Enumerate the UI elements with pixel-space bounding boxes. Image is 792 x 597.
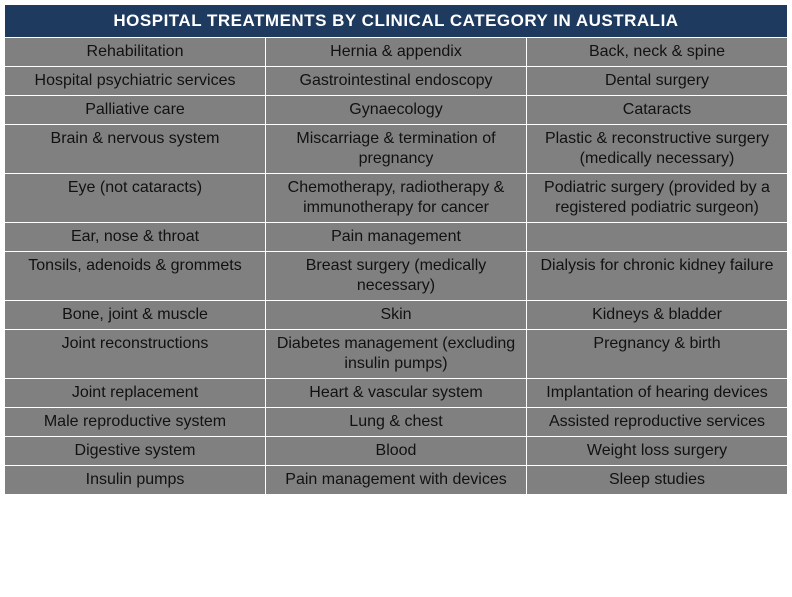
- table-cell: Digestive system: [5, 437, 266, 466]
- table-cell: Blood: [266, 437, 527, 466]
- table-body: RehabilitationHernia & appendixBack, nec…: [5, 38, 788, 495]
- table-cell: Palliative care: [5, 96, 266, 125]
- table-cell: Pain management with devices: [266, 466, 527, 495]
- table-cell: Cataracts: [527, 96, 788, 125]
- table-cell: Podiatric surgery (provided by a registe…: [527, 174, 788, 223]
- table-cell: Tonsils, adenoids & grommets: [5, 252, 266, 301]
- table-title: HOSPITAL TREATMENTS BY CLINICAL CATEGORY…: [5, 5, 788, 38]
- table-cell: Brain & nervous system: [5, 125, 266, 174]
- table-row: Tonsils, adenoids & grommetsBreast surge…: [5, 252, 788, 301]
- table-row: Joint replacementHeart & vascular system…: [5, 379, 788, 408]
- table-cell: Eye (not cataracts): [5, 174, 266, 223]
- table-cell: Gastrointestinal endoscopy: [266, 67, 527, 96]
- table-cell: Skin: [266, 301, 527, 330]
- table-cell: Rehabilitation: [5, 38, 266, 67]
- table-row: Hospital psychiatric servicesGastrointes…: [5, 67, 788, 96]
- table-cell: Dental surgery: [527, 67, 788, 96]
- table-cell: Miscarriage & termination of pregnancy: [266, 125, 527, 174]
- table-row: Joint reconstructionsDiabetes management…: [5, 330, 788, 379]
- table-row: Eye (not cataracts)Chemotherapy, radioth…: [5, 174, 788, 223]
- table-cell: Diabetes management (excluding insulin p…: [266, 330, 527, 379]
- table-cell: Dialysis for chronic kidney failure: [527, 252, 788, 301]
- table-cell: Kidneys & bladder: [527, 301, 788, 330]
- treatments-table: HOSPITAL TREATMENTS BY CLINICAL CATEGORY…: [4, 4, 788, 495]
- table-row: Palliative careGynaecologyCataracts: [5, 96, 788, 125]
- table-cell: Male reproductive system: [5, 408, 266, 437]
- table-cell: Lung & chest: [266, 408, 527, 437]
- table-cell: Back, neck & spine: [527, 38, 788, 67]
- table-cell: Sleep studies: [527, 466, 788, 495]
- table-cell: Insulin pumps: [5, 466, 266, 495]
- table-cell: Assisted reproductive services: [527, 408, 788, 437]
- table-row: Digestive systemBloodWeight loss surgery: [5, 437, 788, 466]
- table-row: Ear, nose & throatPain management: [5, 223, 788, 252]
- table-cell: Ear, nose & throat: [5, 223, 266, 252]
- table-cell: Gynaecology: [266, 96, 527, 125]
- table-cell: Bone, joint & muscle: [5, 301, 266, 330]
- table-cell: Joint replacement: [5, 379, 266, 408]
- table-cell: Chemotherapy, radiotherapy & immunothera…: [266, 174, 527, 223]
- table-row: RehabilitationHernia & appendixBack, nec…: [5, 38, 788, 67]
- table-cell: Implantation of hearing devices: [527, 379, 788, 408]
- table-cell: Pregnancy & birth: [527, 330, 788, 379]
- table-row: Bone, joint & muscleSkinKidneys & bladde…: [5, 301, 788, 330]
- table-row: Brain & nervous systemMiscarriage & term…: [5, 125, 788, 174]
- table-cell: Heart & vascular system: [266, 379, 527, 408]
- table-cell: Hospital psychiatric services: [5, 67, 266, 96]
- table-cell: Breast surgery (medically necessary): [266, 252, 527, 301]
- table-cell: Joint reconstructions: [5, 330, 266, 379]
- table-cell: Weight loss surgery: [527, 437, 788, 466]
- table-row: Insulin pumpsPain management with device…: [5, 466, 788, 495]
- table-cell: [527, 223, 788, 252]
- table-cell: Plastic & reconstructive surgery (medica…: [527, 125, 788, 174]
- table-cell: Pain management: [266, 223, 527, 252]
- table-row: Male reproductive systemLung & chestAssi…: [5, 408, 788, 437]
- table-cell: Hernia & appendix: [266, 38, 527, 67]
